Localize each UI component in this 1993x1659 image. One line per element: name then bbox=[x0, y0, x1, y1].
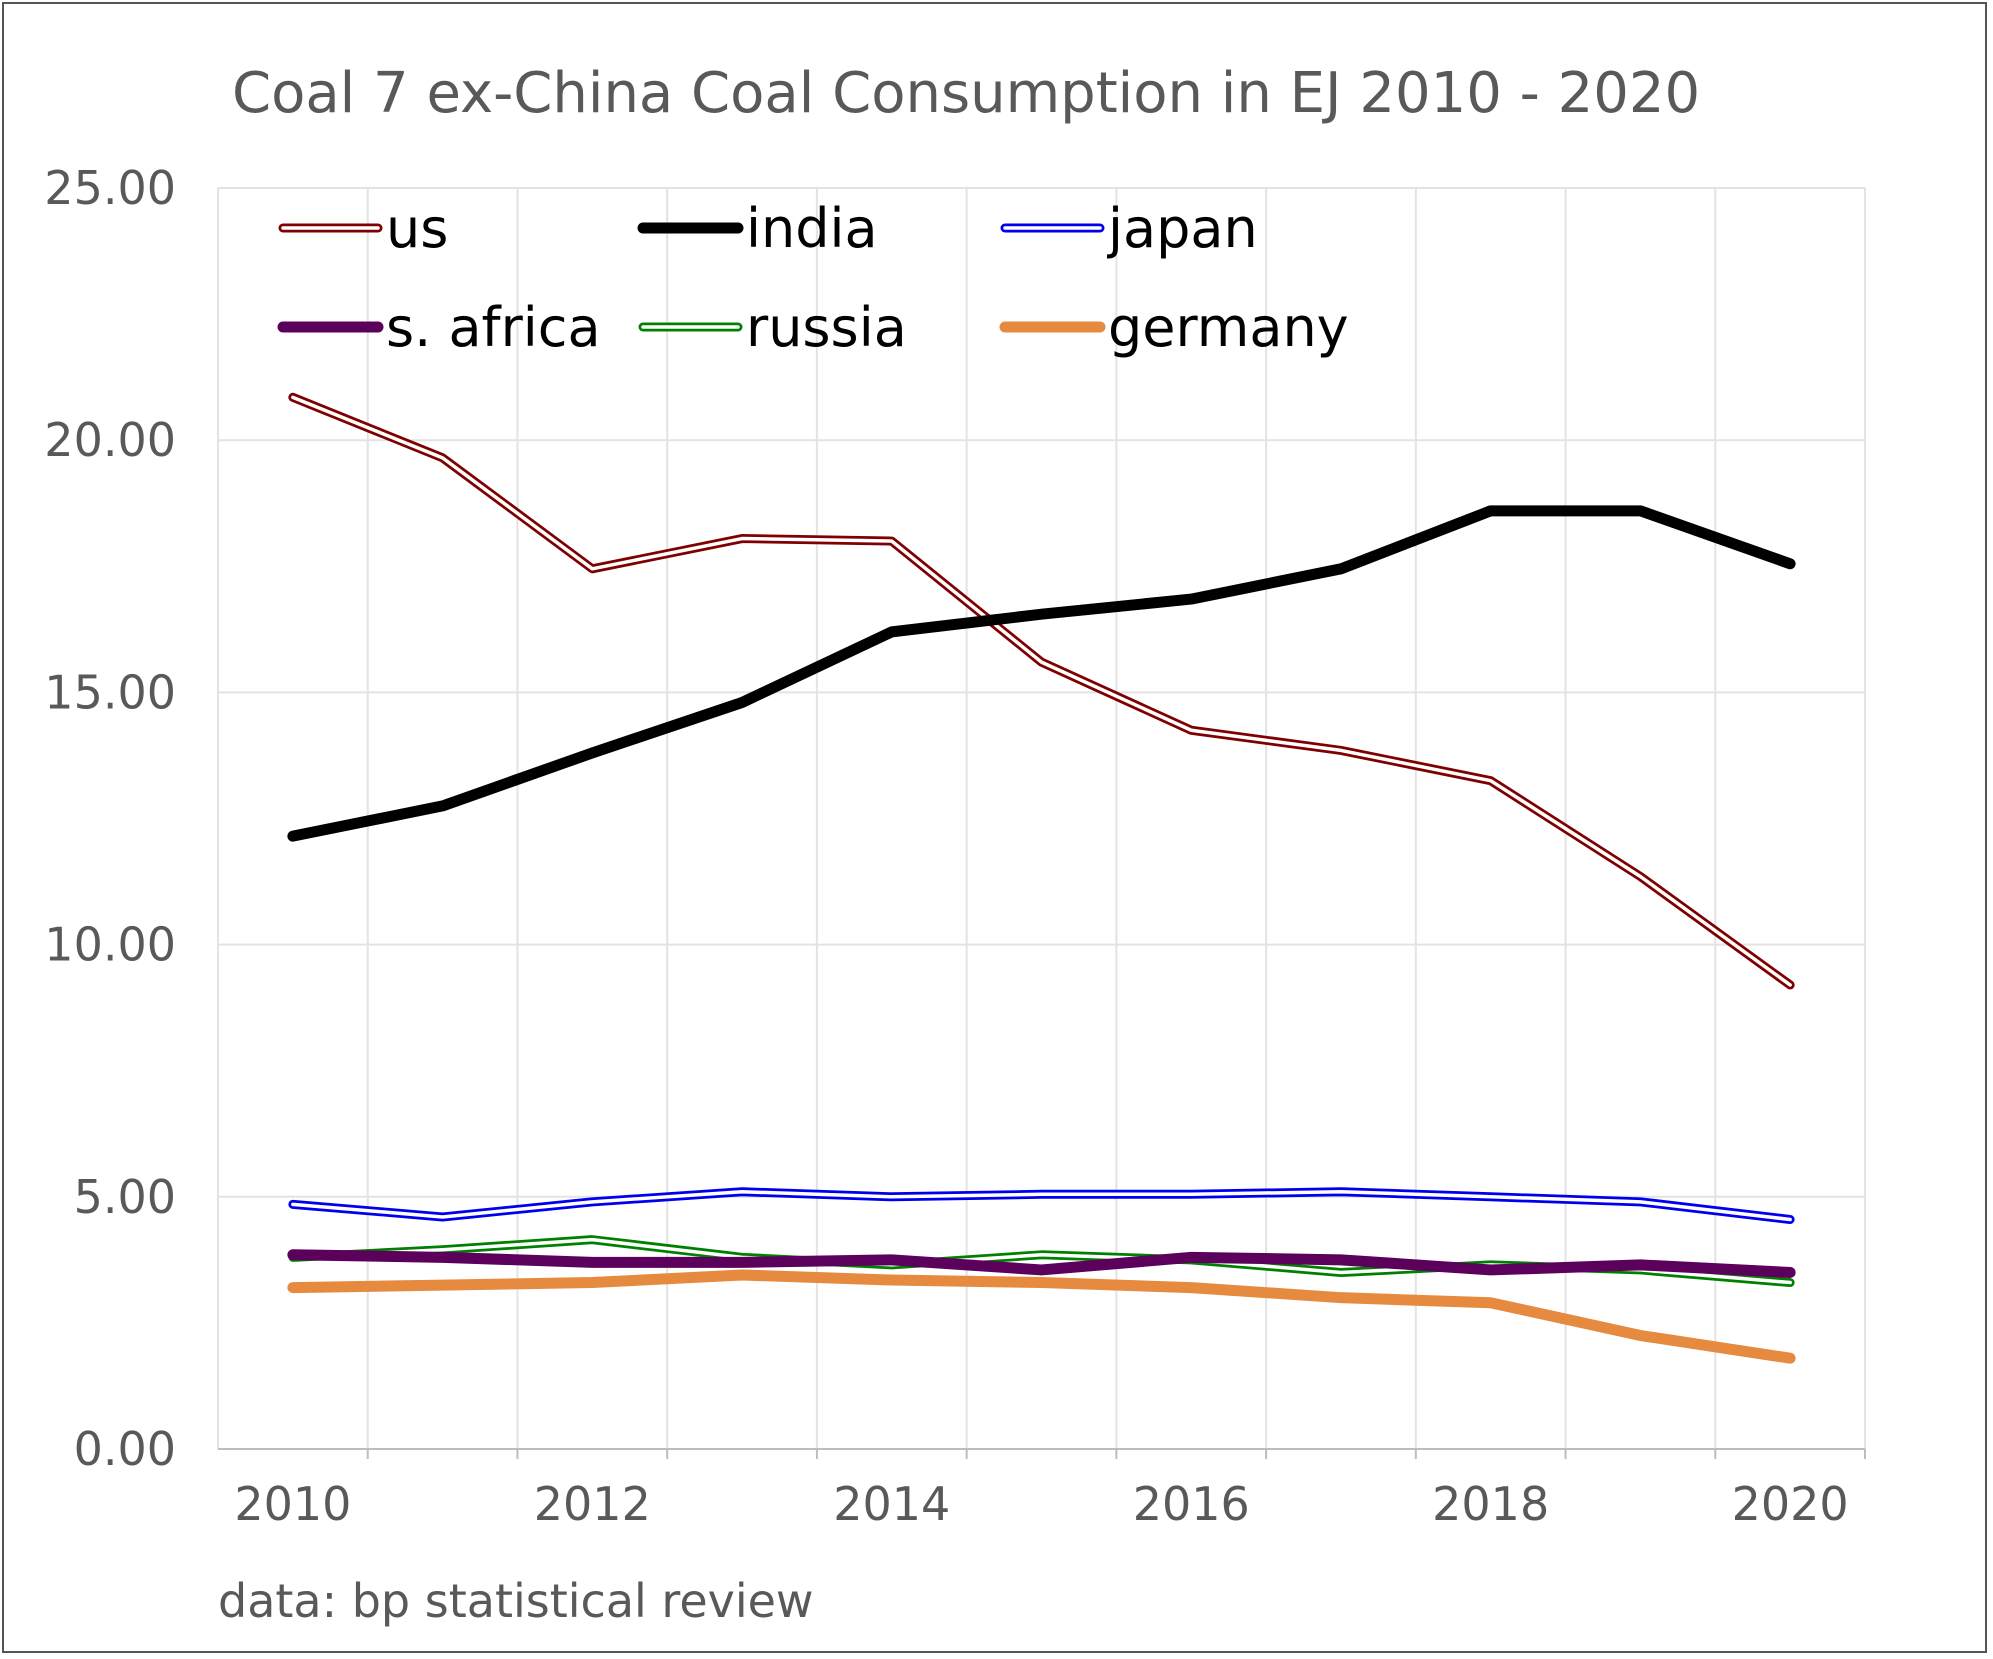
x-tick-label: 2018 bbox=[1432, 1477, 1549, 1531]
legend-label-s-africa: s. africa bbox=[386, 296, 601, 359]
y-tick-label: 0.00 bbox=[74, 1422, 176, 1476]
legend-item-s-africa: s. africa bbox=[277, 296, 601, 359]
legend: us india japan s. africa russia germany bbox=[277, 197, 1349, 359]
series-line-s-africa bbox=[287, 1249, 1796, 1278]
source-note: data: bp statistical review bbox=[218, 1574, 814, 1628]
series-line-germany-stroke bbox=[287, 1269, 1796, 1364]
x-tick-label: 2020 bbox=[1732, 1477, 1849, 1531]
x-tick-label: 2016 bbox=[1133, 1477, 1250, 1531]
series-line-japan bbox=[288, 1187, 1795, 1224]
series-line-india-stroke bbox=[287, 505, 1796, 842]
legend-label-india: india bbox=[746, 197, 878, 260]
legend-item-russia: russia bbox=[638, 296, 907, 359]
series-line-india bbox=[287, 505, 1796, 842]
y-tick-label: 25.00 bbox=[44, 161, 176, 215]
legend-item-germany: germany bbox=[999, 296, 1349, 359]
legend-item-us: us bbox=[278, 197, 448, 260]
legend-label-russia: russia bbox=[746, 296, 907, 359]
legend-item-japan: japan bbox=[1000, 197, 1258, 260]
y-tick-label: 5.00 bbox=[74, 1170, 176, 1224]
series-line-s-africa-stroke bbox=[287, 1249, 1796, 1278]
series-line-japan-inner bbox=[291, 1190, 1792, 1222]
y-tick-label: 10.00 bbox=[44, 918, 176, 972]
legend-label-japan: japan bbox=[1107, 197, 1258, 260]
y-tick-label: 15.00 bbox=[44, 665, 176, 719]
series-line-germany bbox=[287, 1269, 1796, 1364]
series-line-us-inner bbox=[291, 395, 1792, 987]
legend-label-germany: germany bbox=[1108, 296, 1349, 359]
x-tick-label: 2012 bbox=[534, 1477, 651, 1531]
series-lines bbox=[287, 392, 1796, 1364]
legend-label-us: us bbox=[386, 197, 448, 260]
x-tick-label: 2014 bbox=[833, 1477, 950, 1531]
legend-item-india: india bbox=[637, 197, 878, 260]
chart-title: Coal 7 ex-China Coal Consumption in EJ 2… bbox=[232, 61, 1700, 126]
series-line-us bbox=[288, 392, 1795, 990]
x-tick-label: 2010 bbox=[234, 1477, 351, 1531]
y-tick-label: 20.00 bbox=[44, 413, 176, 467]
axes: 0.00 5.00 10.00 15.00 20.00 25.00 2010 2012 2014… bbox=[44, 161, 1866, 1531]
